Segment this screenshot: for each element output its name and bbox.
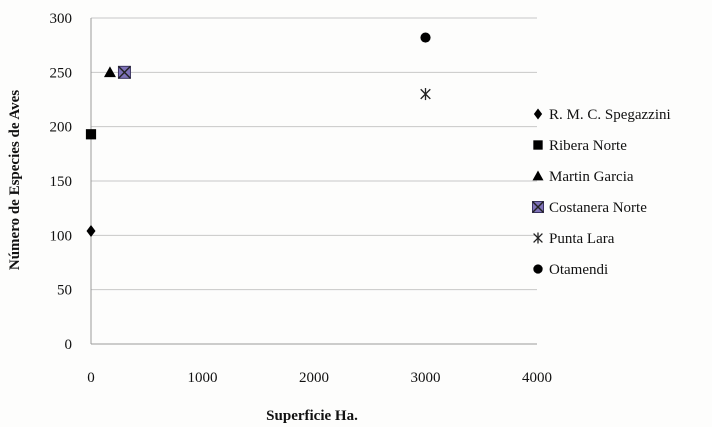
legend: R. M. C. Spegazzini Ribera Norte Martin Ga… [532, 107, 671, 278]
data-points [85, 32, 431, 237]
legend-label-0: R. M. C. Spegazzini [549, 107, 671, 123]
data-point-1-0 [85, 129, 97, 140]
y-tick-label-100: 100 [50, 228, 73, 244]
x-square-cross [117, 65, 131, 79]
y-tick-label-150: 150 [50, 174, 73, 190]
legend-label-1: Ribera Norte [549, 138, 627, 154]
y-tick-label-250: 250 [50, 65, 73, 81]
x-axis-title: Superficie Ha. [266, 408, 358, 424]
x-square-cross [532, 201, 544, 213]
legend-label-2: Martin Garcia [549, 169, 634, 185]
square-shape [85, 129, 97, 140]
legend-label-4: Punta Lara [549, 231, 615, 247]
legend-label-3: Costanera Norte [549, 200, 647, 216]
y-tick-label-200: 200 [50, 120, 73, 136]
legend-marker-1 [533, 140, 543, 150]
axes [90, 18, 537, 345]
data-point-3-0 [117, 65, 131, 79]
circle-shape [420, 32, 431, 43]
data-point-0-0 [86, 224, 96, 237]
legend-marker-2 [532, 170, 544, 181]
data-point-5-0 [420, 32, 431, 43]
legend-marker-5 [533, 264, 543, 274]
square-shape [533, 140, 543, 150]
circle-shape [533, 264, 543, 274]
data-point-2-0 [103, 66, 116, 78]
y-tick-label-300: 300 [50, 11, 73, 27]
diamond-shape [86, 224, 96, 237]
triangle-shape [103, 66, 116, 78]
gridlines [91, 17, 537, 291]
y-axis-title: Número de Especies de Aves [7, 90, 23, 270]
diamond-shape [533, 108, 543, 120]
legend-marker-0 [533, 108, 543, 120]
x-tick-label-0: 0 [87, 370, 95, 386]
x-tick-label-2000: 2000 [299, 370, 329, 386]
x-tick-label-1000: 1000 [188, 370, 218, 386]
x-tick-label-3000: 3000 [411, 370, 441, 386]
legend-marker-4 [533, 232, 543, 244]
x-tick-label-4000: 4000 [522, 370, 552, 386]
legend-label-5: Otamendi [549, 262, 608, 278]
legend-marker-3 [532, 201, 544, 213]
y-tick-label-50: 50 [57, 283, 72, 299]
data-point-4-0 [420, 88, 431, 101]
triangle-shape [532, 170, 544, 181]
y-tick-label-0: 0 [65, 337, 73, 353]
